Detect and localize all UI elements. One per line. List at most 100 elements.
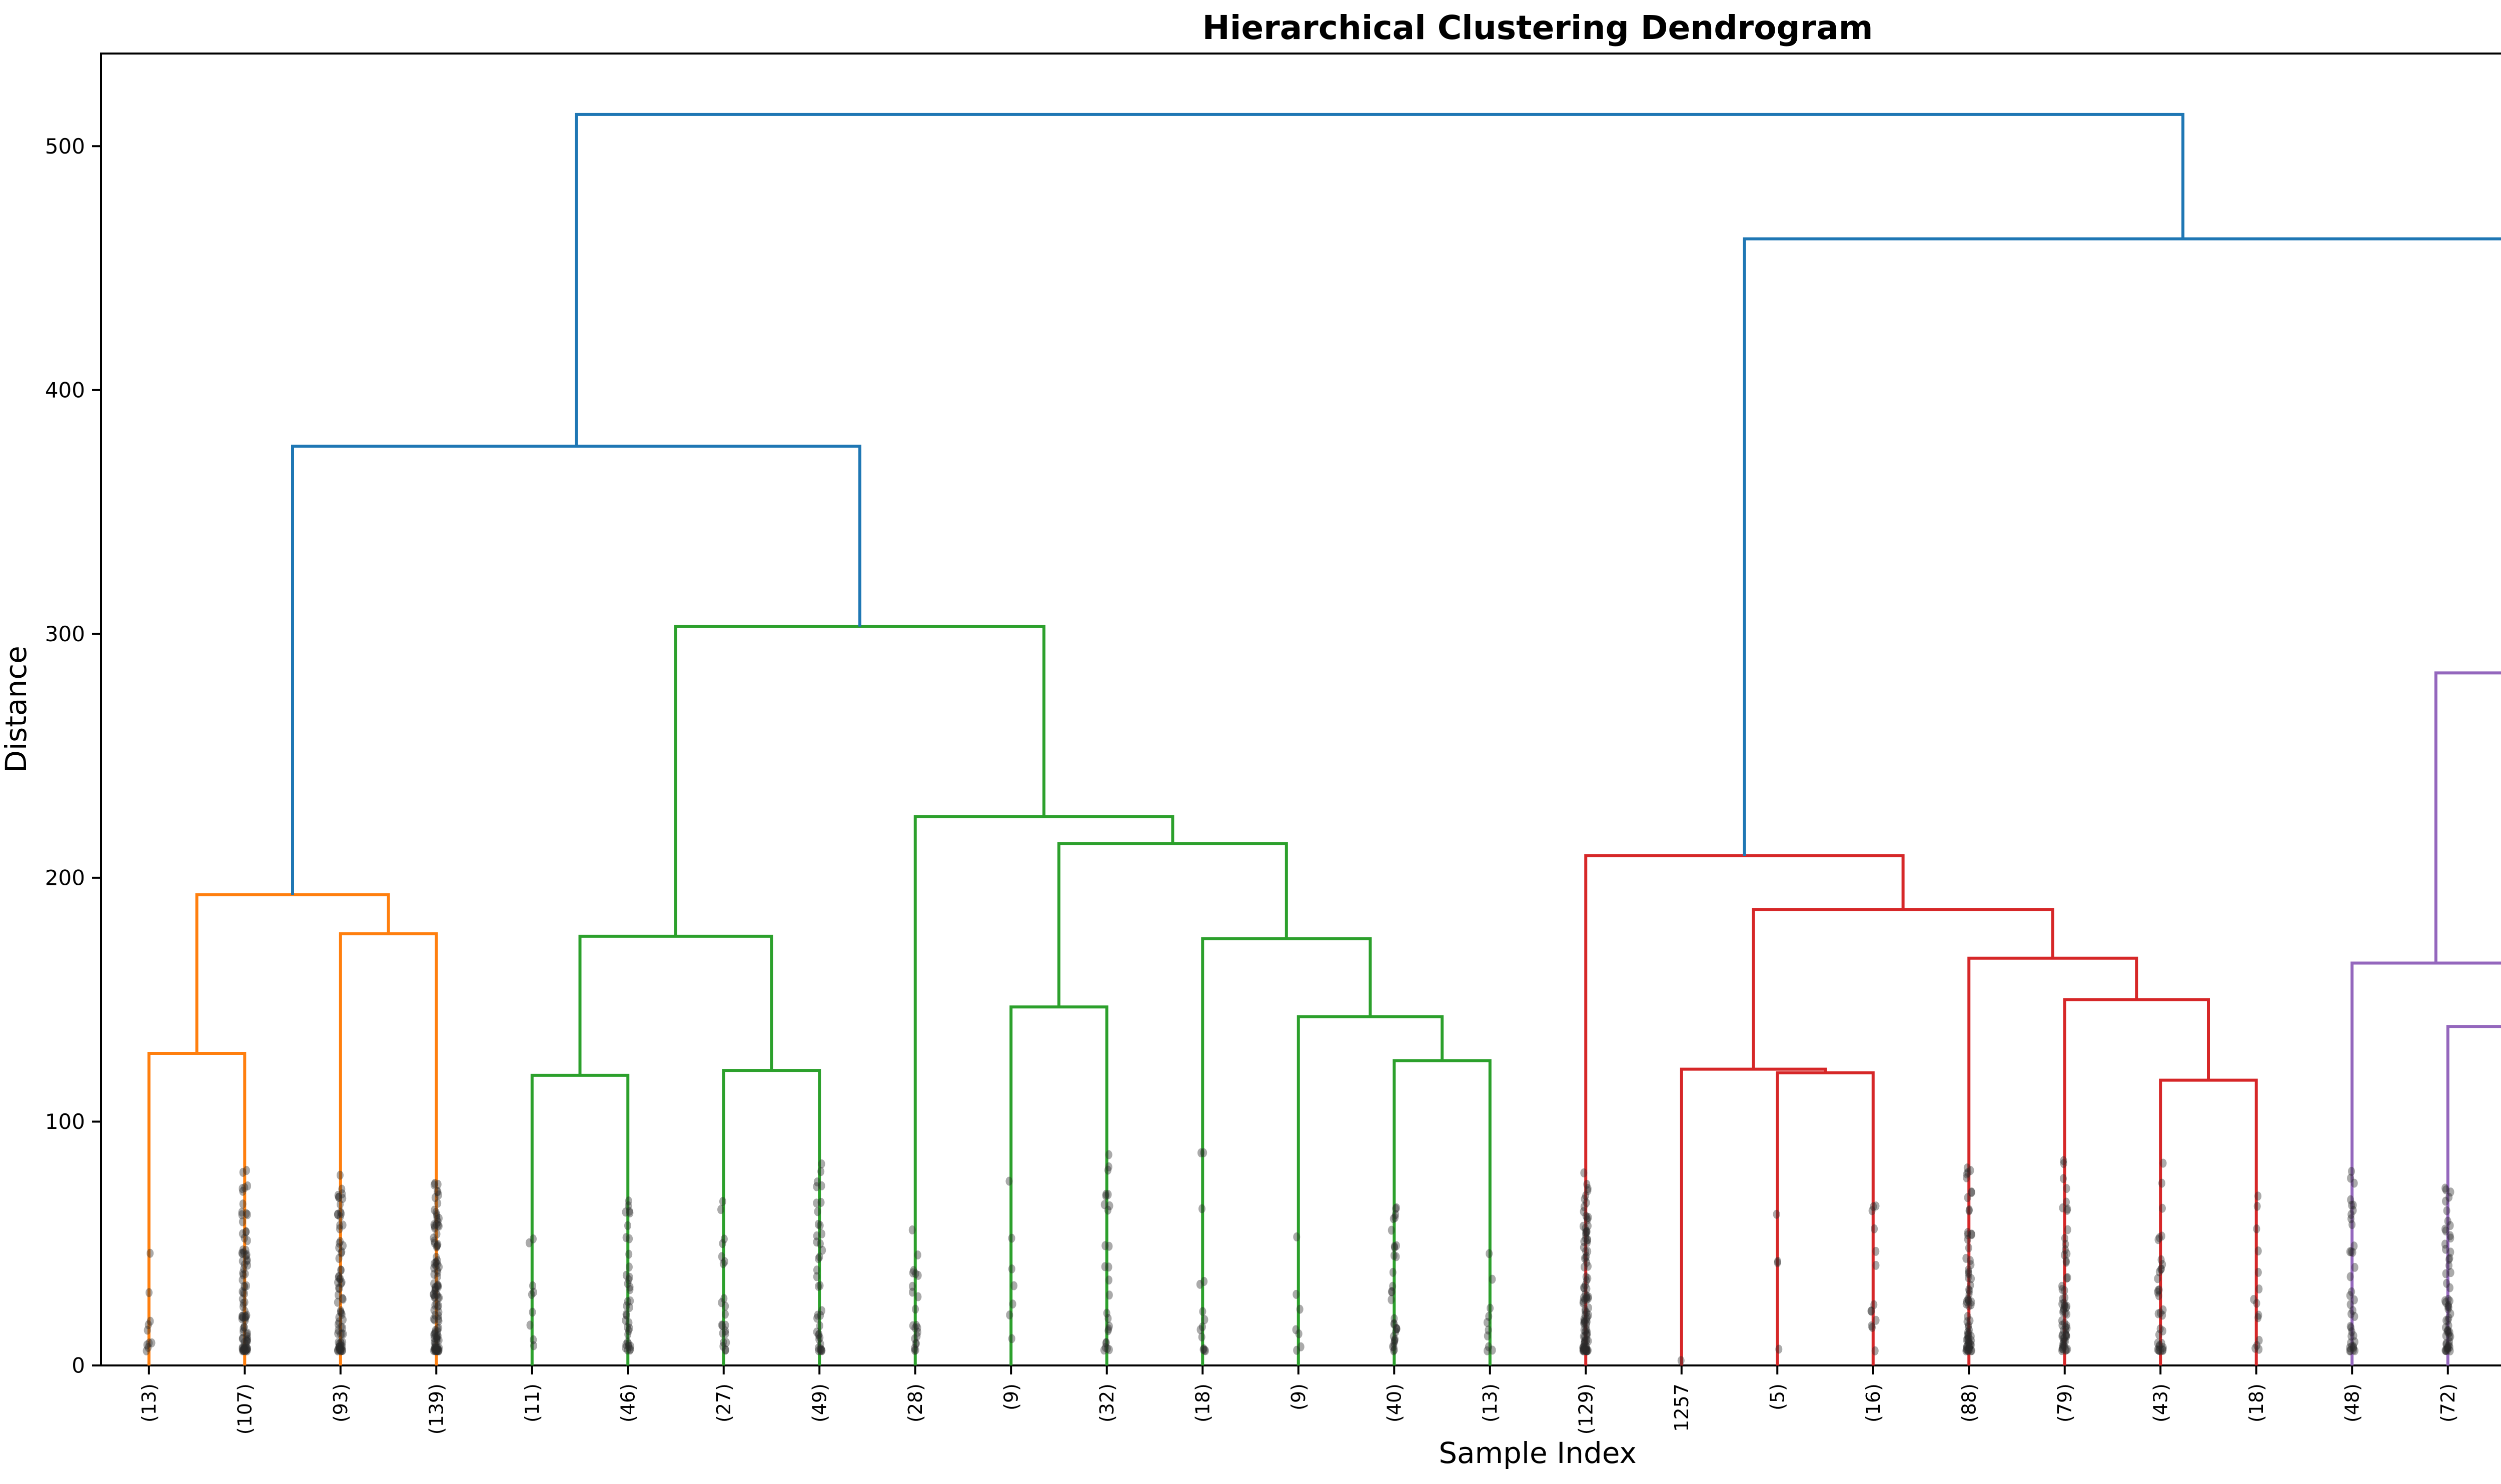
sample-point	[335, 1243, 343, 1252]
sample-point	[339, 1293, 346, 1303]
sample-point	[1964, 1234, 1971, 1244]
sample-point	[2157, 1264, 2165, 1274]
sample-point	[1580, 1314, 1588, 1324]
sample-point	[433, 1334, 441, 1343]
sample-point	[239, 1186, 247, 1196]
sample-point	[2346, 1343, 2353, 1352]
sample-point	[1868, 1206, 1876, 1215]
sample-point	[143, 1340, 151, 1349]
leaf-label: (28)	[904, 1383, 926, 1422]
sample-point	[2062, 1322, 2069, 1332]
sample-point	[1483, 1318, 1491, 1327]
sample-point	[1392, 1327, 1400, 1336]
sample-point	[435, 1346, 442, 1355]
sample-point	[813, 1177, 821, 1187]
sample-point	[430, 1180, 438, 1189]
sample-point	[2159, 1343, 2167, 1352]
sample-point	[2348, 1166, 2355, 1176]
sample-point	[335, 1312, 343, 1322]
sample-point	[2446, 1221, 2454, 1230]
sample-point	[1963, 1341, 1971, 1351]
sample-point	[1583, 1251, 1590, 1261]
sample-point	[817, 1197, 825, 1207]
sample-point	[432, 1283, 439, 1292]
sample-point	[2445, 1328, 2452, 1338]
sample-point	[434, 1290, 441, 1299]
sample-point	[243, 1345, 251, 1354]
sample-point	[242, 1312, 249, 1321]
sample-point	[1965, 1328, 1973, 1338]
sample-point	[2159, 1260, 2166, 1269]
sample-point	[1965, 1344, 1972, 1354]
sample-point	[1583, 1226, 1590, 1236]
sample-point	[2061, 1293, 2069, 1302]
sample-point	[337, 1306, 345, 1315]
sample-point	[1965, 1301, 1973, 1310]
sample-point	[1583, 1308, 1590, 1317]
sample-point	[722, 1329, 729, 1338]
sample-point	[241, 1260, 248, 1269]
sample-point	[433, 1345, 440, 1355]
sample-point	[1966, 1343, 1973, 1352]
sample-point	[2346, 1272, 2354, 1281]
sample-point	[2059, 1306, 2067, 1315]
sample-point	[1293, 1345, 1301, 1355]
sample-point	[1104, 1326, 1112, 1335]
sample-point	[337, 1237, 344, 1246]
sample-point	[1580, 1325, 1588, 1334]
sample-point	[625, 1339, 632, 1349]
sample-point	[2062, 1303, 2070, 1312]
sample-point	[720, 1234, 728, 1244]
sample-point	[2061, 1341, 2068, 1351]
sample-point	[1583, 1179, 1591, 1189]
sample-point	[432, 1344, 439, 1353]
sample-point	[718, 1252, 725, 1261]
sample-point	[2446, 1296, 2453, 1306]
sample-point	[1102, 1189, 1110, 1199]
sample-point	[1391, 1335, 1398, 1345]
sample-point	[336, 1274, 344, 1284]
sample-point	[529, 1281, 536, 1290]
sample-point	[813, 1231, 820, 1241]
sample-point	[2059, 1294, 2066, 1304]
sample-point	[336, 1344, 343, 1354]
sample-point	[717, 1205, 725, 1214]
sample-point	[1390, 1338, 1398, 1348]
sample-point	[2159, 1346, 2167, 1355]
sample-point	[2158, 1338, 2165, 1348]
sample-point	[2445, 1321, 2452, 1330]
sample-point	[625, 1201, 632, 1210]
sample-point	[339, 1189, 346, 1198]
sample-point	[1774, 1258, 1781, 1267]
sample-point	[2441, 1224, 2448, 1234]
sample-point	[1104, 1314, 1112, 1323]
sample-point	[433, 1333, 441, 1343]
sample-point	[2348, 1200, 2355, 1210]
sample-point	[338, 1265, 345, 1275]
sample-point	[1105, 1275, 1112, 1285]
sample-point	[1006, 1310, 1013, 1320]
sample-point	[1966, 1286, 1973, 1295]
sample-point	[1584, 1221, 1592, 1230]
leaf-label: (18)	[2245, 1383, 2267, 1422]
sample-point	[1580, 1243, 1587, 1252]
sample-point	[239, 1327, 247, 1336]
cluster-link-red	[1776, 1071, 1875, 1365]
sample-point	[431, 1345, 439, 1355]
sample-point	[335, 1192, 342, 1202]
sample-point	[722, 1345, 729, 1354]
sample-point	[2350, 1241, 2358, 1251]
sample-point	[2347, 1210, 2355, 1219]
sample-point	[1297, 1342, 1305, 1351]
sample-point	[1582, 1289, 1589, 1299]
sample-point	[911, 1345, 918, 1355]
sample-point	[814, 1343, 822, 1353]
sample-point	[1584, 1235, 1591, 1245]
sample-point	[432, 1258, 440, 1267]
sample-point	[1585, 1303, 1592, 1312]
sample-point	[2444, 1294, 2452, 1304]
sample-point	[240, 1270, 247, 1279]
sample-point	[1872, 1315, 1880, 1325]
sample-point	[1196, 1279, 1203, 1289]
sample-point	[1584, 1184, 1592, 1193]
